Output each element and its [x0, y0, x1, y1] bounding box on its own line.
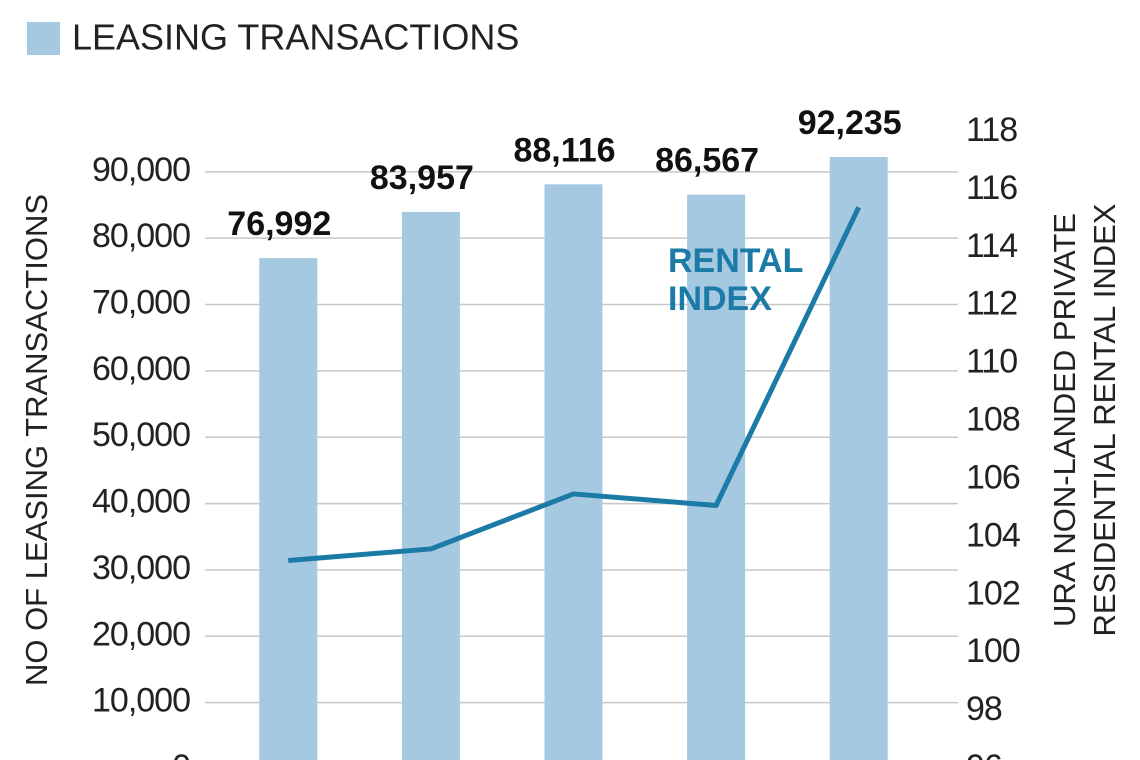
- y-tick-label: 10,000: [92, 682, 190, 720]
- y-tick-label: 70,000: [92, 284, 190, 322]
- bar-value-label: 88,116: [513, 131, 615, 169]
- y-tick-label: 50,000: [92, 416, 190, 454]
- line: [288, 206, 861, 564]
- bar: [259, 258, 318, 760]
- legend-swatch: [27, 22, 60, 55]
- legend-label: LEASING TRANSACTIONS: [72, 17, 519, 58]
- y2-tick-label: 118: [966, 111, 1017, 149]
- bar: [687, 194, 746, 760]
- y2-tick-label: 96: [966, 748, 1002, 760]
- bar-value-label: 76,992: [227, 205, 331, 243]
- line-annotation: RENTAL INDEX: [668, 242, 803, 318]
- y2-tick-label: 104: [966, 516, 1020, 554]
- bar-value-label: 83,957: [370, 159, 474, 197]
- bar: [544, 184, 603, 760]
- y2-tick-label: 108: [966, 401, 1020, 439]
- y2-tick-label: 100: [966, 632, 1020, 670]
- y2-tick-label: 106: [966, 458, 1020, 496]
- y-tick-label: 30,000: [92, 549, 190, 587]
- bar: [829, 156, 888, 760]
- y2-tick-label: 102: [966, 574, 1020, 612]
- bar-value-label: 92,235: [798, 104, 902, 142]
- y2-tick-label: 114: [966, 227, 1017, 265]
- y2-tick-label: 98: [966, 690, 1002, 728]
- y2-tick-label: 116: [966, 169, 1017, 207]
- y-tick-label: 40,000: [92, 483, 190, 521]
- y-tick-label: 60,000: [92, 350, 190, 388]
- y-axis-title: NO OF LEASING TRANSACTIONS: [19, 193, 54, 687]
- y-tick-label: 20,000: [92, 615, 190, 653]
- y2-axis-title: URA NON-LANDED PRIVATE RESIDENTIAL RENTA…: [1047, 203, 1122, 637]
- y2-tick-label: 112: [966, 285, 1017, 323]
- bar-value-label: 86,567: [655, 142, 759, 180]
- y-tick-label: 0: [172, 748, 190, 760]
- bar: [401, 211, 460, 760]
- y2-tick-label: 110: [966, 343, 1017, 381]
- y-tick-label: 90,000: [92, 151, 190, 189]
- y-tick-label: 80,000: [92, 217, 190, 255]
